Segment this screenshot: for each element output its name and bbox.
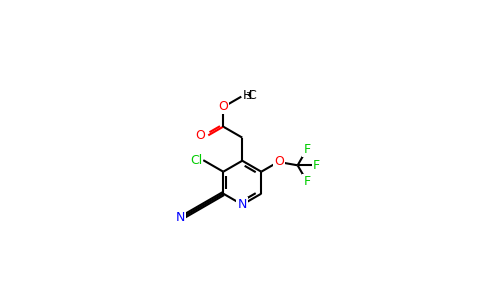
Text: H: H (242, 89, 252, 102)
Text: N: N (175, 211, 184, 224)
Text: C: C (247, 89, 256, 102)
Text: F: F (313, 159, 320, 172)
Text: O: O (218, 100, 228, 112)
Text: F: F (303, 143, 310, 156)
Text: F: F (303, 175, 310, 188)
Text: Cl: Cl (190, 154, 202, 167)
Text: 3: 3 (245, 92, 251, 101)
Text: O: O (196, 129, 206, 142)
Text: O: O (274, 155, 284, 168)
Text: N: N (238, 198, 247, 211)
